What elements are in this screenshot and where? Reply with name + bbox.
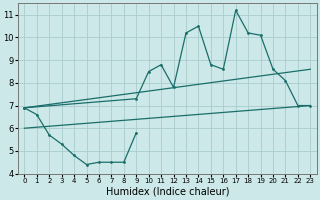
X-axis label: Humidex (Indice chaleur): Humidex (Indice chaleur): [106, 187, 229, 197]
